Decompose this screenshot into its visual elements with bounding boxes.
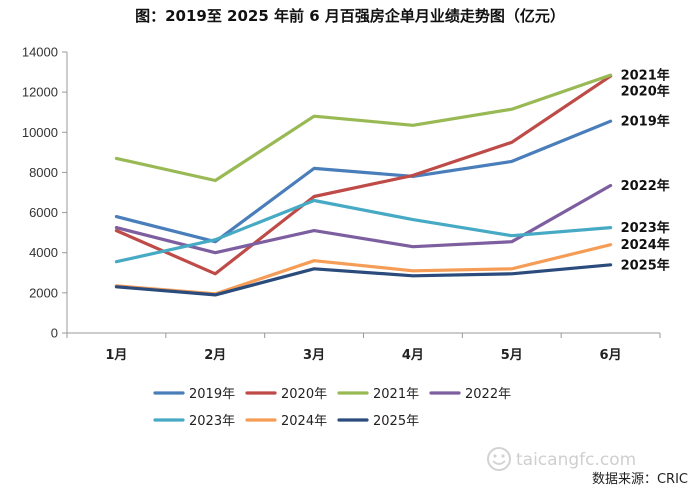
legend-item: 2022年	[429, 387, 511, 402]
y-tick-label: 12000	[22, 85, 58, 100]
series-line-2023年	[114, 198, 613, 264]
series-line-2024年	[114, 243, 613, 296]
watermark: taicangfc.com	[487, 447, 636, 471]
chart-title: 图：2019至 2025 年前 6 月百强房企单月业绩走势图（亿元）	[135, 7, 565, 25]
series-end-label: 2019年	[621, 114, 670, 130]
legend-label: 2022年	[465, 387, 511, 402]
legend-label: 2019年	[189, 387, 235, 402]
series-line-2019年	[114, 119, 613, 244]
x-tick-label: 4月	[402, 348, 424, 363]
y-axis: 0 2000 4000 6000 8000 10000 12000 14000	[22, 45, 68, 341]
legend-label: 2024年	[281, 414, 327, 429]
legend-label: 2020年	[281, 387, 327, 402]
legend-label: 2021年	[373, 387, 419, 402]
y-tick-label: 2000	[29, 285, 58, 300]
y-tick-label: 6000	[29, 205, 58, 220]
legend-item: 2023年	[153, 414, 235, 429]
smiley-circle-icon	[487, 447, 511, 471]
x-tick-label: 3月	[303, 348, 325, 363]
series-end-label: 2022年	[621, 178, 670, 194]
series-line-2022年	[114, 183, 613, 255]
x-tick-label: 5月	[501, 348, 523, 363]
series-end-label: 2024年	[621, 237, 670, 253]
y-tick-label: 0	[51, 326, 58, 341]
y-tick-label: 8000	[29, 165, 58, 180]
legend-item: 2019年	[153, 387, 235, 402]
series-layer	[114, 73, 613, 297]
source-note: 数据来源：CRIC	[592, 472, 688, 487]
legend: 2019年 2020年 2021年 2022年 2023年 2024年 2025年	[153, 387, 511, 429]
series-end-label: 2020年	[621, 84, 670, 100]
legend-item: 2025年	[337, 414, 419, 429]
legend-item: 2020年	[245, 387, 327, 402]
x-tick-label: 6月	[600, 348, 622, 363]
legend-label: 2023年	[189, 414, 235, 429]
legend-item: 2021年	[337, 387, 419, 402]
x-tick-label: 2月	[204, 348, 226, 363]
y-tick-label: 10000	[22, 125, 58, 140]
series-end-label: 2023年	[621, 220, 670, 236]
series-line-2020年	[114, 74, 613, 276]
series-end-label: 2025年	[621, 257, 670, 273]
series-line-2021年	[114, 73, 613, 183]
x-tick-label: 1月	[105, 348, 127, 363]
x-axis: 1月 2月 3月 4月 5月 6月	[66, 332, 661, 363]
y-tick-label: 14000	[22, 45, 58, 60]
legend-item: 2024年	[245, 414, 327, 429]
series-line-2025年	[114, 263, 613, 297]
legend-label: 2025年	[373, 414, 419, 429]
y-tick-label: 4000	[29, 245, 58, 260]
watermark-text: taicangfc.com	[516, 450, 636, 470]
series-end-label: 2021年	[621, 68, 670, 84]
